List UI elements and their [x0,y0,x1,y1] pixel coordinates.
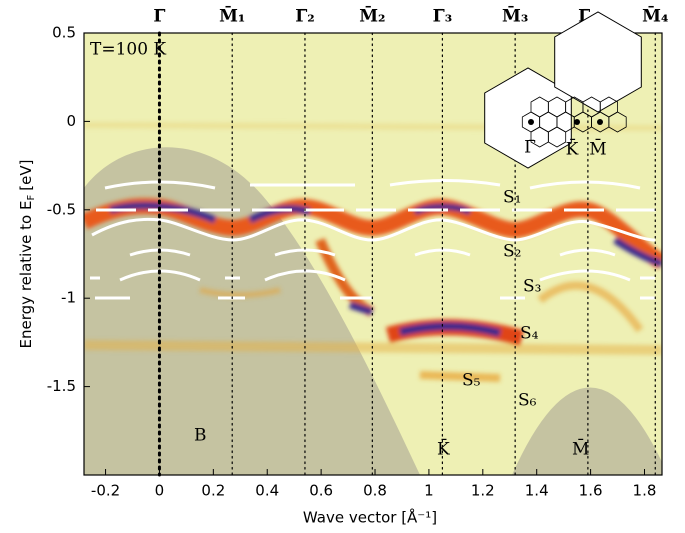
hexagon [554,11,642,113]
x-tick-label: -0.2 [91,482,120,500]
annotation: S₅ [462,371,481,391]
annotation: S₃ [523,277,541,297]
inset-label: Γ̄ [524,138,536,158]
top-tick-label: M̄₂ [359,5,385,26]
top-tick-label: M̄₄ [642,5,668,26]
annotation: M̄ [572,437,589,459]
x-tick-label: 1.8 [633,482,657,500]
plot-frame [83,32,663,476]
y-tick-label: 0 [66,112,76,130]
annotation: B [194,426,207,446]
hexagon [547,126,567,148]
x-tick-label: 0.4 [255,482,279,500]
y-label-sub: F [26,195,37,201]
top-tick-label: Γ̄₃ [433,7,453,27]
guide-curves [90,179,662,300]
x-tick-label: 1.4 [525,482,549,500]
annotation: K̄ [437,437,450,459]
inset-label: K̄ [566,137,579,159]
y-axis-label: Energy relative to EF [eV] [17,160,38,349]
shaded-region [512,387,662,475]
inset-brillouin-zone: Γ̄ K̄ M̄ [484,11,642,169]
x-tick-label: 1.6 [579,482,603,500]
inset-point [597,119,603,125]
x-tick-label: 0 [155,482,165,500]
y-label-unit: [eV] [17,160,35,191]
inset-label: M̄ [589,137,606,159]
axes: -0.2 0 0.2 0.4 0.6 0.8 1 1.2 1.4 1.6 1.8 0.5 0 -0.5 -1… [47,5,669,499]
x-axis-label: Wave vector [Å⁻¹] [303,508,437,527]
y-tick-label: -0.5 [47,200,76,218]
shaded-region [84,147,420,475]
x-tick-label: 1 [424,482,434,500]
top-tick-label: Γ̄₂ [295,7,315,27]
annotation: S₄ [520,324,539,344]
top-tick-label: M̄₁ [219,5,245,26]
annotation: S₁ [503,188,521,208]
x-tick-label: 1.2 [471,482,495,500]
y-tick-label: 0.5 [52,24,76,42]
y-tick-label: -1 [61,289,76,307]
top-tick-label: M̄₃ [502,5,528,26]
x-tick-label: 0.8 [363,482,387,500]
y-label-main: Energy relative to E [17,201,35,349]
y-tick-label: -1.5 [47,377,76,395]
annotation: S₆ [518,391,537,411]
x-tick-label: 0.2 [201,482,225,500]
x-tick-label: 0.6 [309,482,333,500]
inset-point [574,119,580,125]
inset-point [528,119,534,125]
hexagon [599,96,618,118]
top-tick-label: Γ̄ [153,7,165,27]
annotation: T=100 K [90,40,166,60]
annotation: S₂ [503,242,521,262]
